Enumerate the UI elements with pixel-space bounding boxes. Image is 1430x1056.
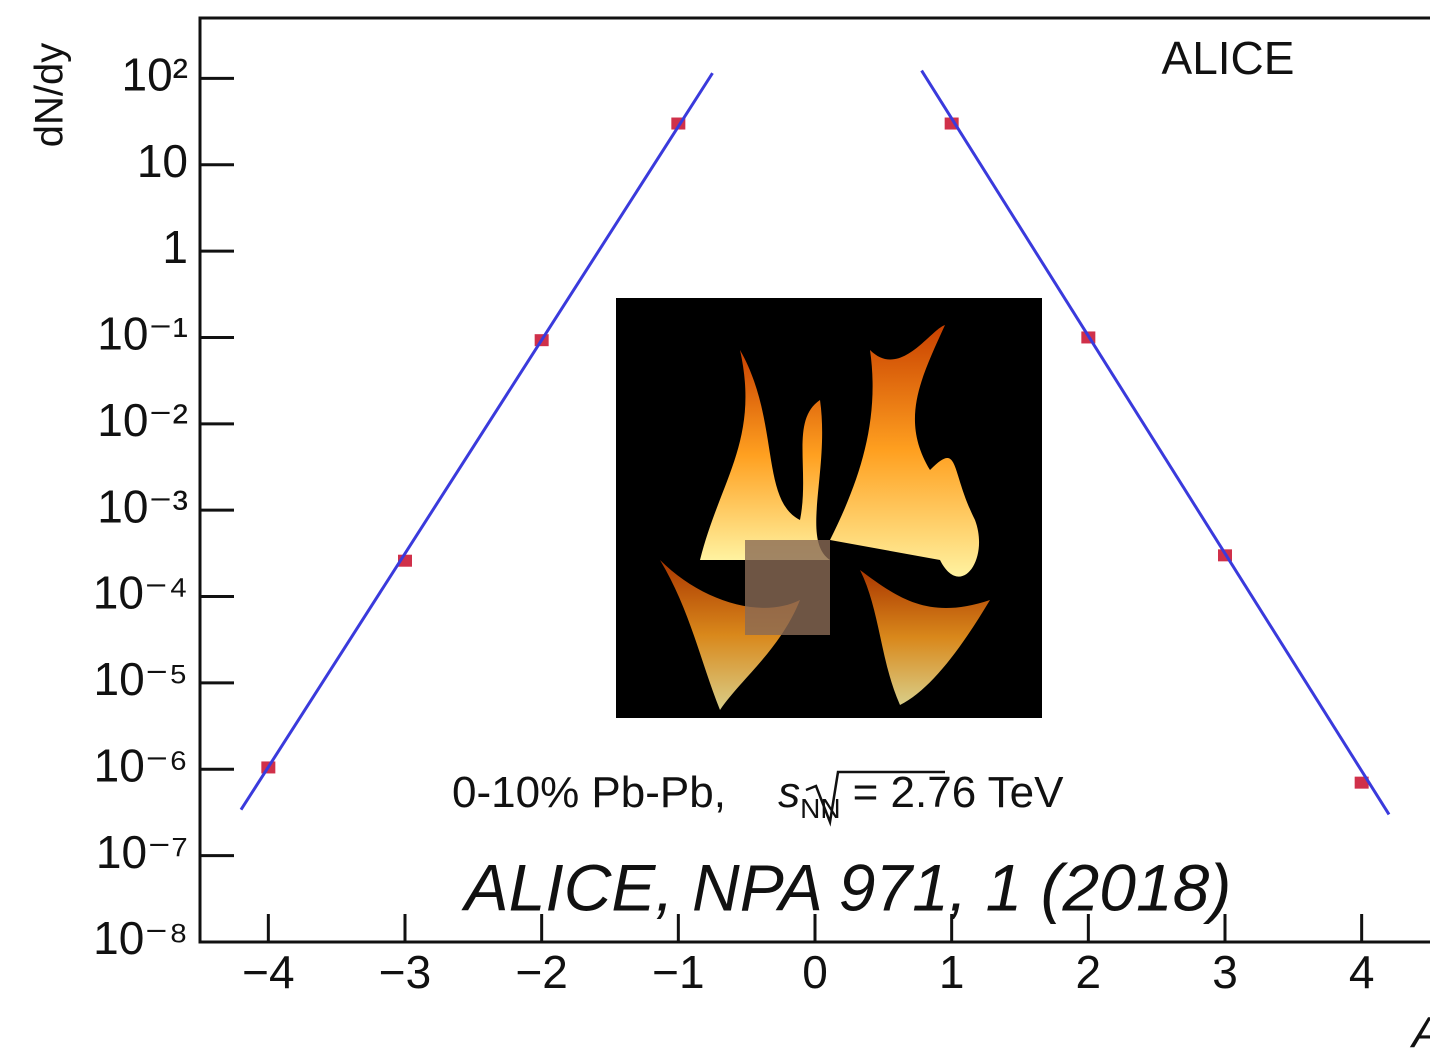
collision-label: 0-10% Pb-Pb, sNN = 2.76 TeV	[452, 768, 1064, 825]
fit-line	[920, 69, 1391, 816]
collision-energy: = 2.76 TeV	[853, 768, 1064, 817]
y-tick-label: 10⁻⁷	[96, 826, 188, 878]
y-tick-label: 10²	[122, 49, 188, 101]
y-tick-label: 10⁻⁴	[93, 567, 188, 619]
y-tick-label: 10⁻³	[97, 480, 188, 532]
collision-text: 0-10% Pb-Pb,	[452, 768, 738, 817]
x-tick-label: −3	[379, 946, 431, 998]
reference-label: ALICE, NPA 971, 1 (2018)	[461, 850, 1232, 924]
x-axis-label: A	[1409, 1009, 1430, 1056]
x-tick-label: −4	[242, 946, 294, 998]
collision-s: s	[778, 768, 800, 817]
y-tick-label: 10	[137, 135, 188, 187]
inset-image	[616, 298, 1042, 718]
fit-line	[239, 72, 714, 811]
y-tick-label: 10⁻⁶	[94, 739, 188, 791]
x-tick-label: 3	[1212, 946, 1238, 998]
y-tick-label: 10⁻¹	[97, 308, 188, 360]
y-axis-label: dN/dy	[28, 43, 72, 148]
experiment-label: ALICE	[1162, 32, 1295, 84]
x-tick-label: −1	[652, 946, 704, 998]
x-tick-label: 0	[802, 946, 828, 998]
y-tick-label: 10⁻²	[97, 394, 188, 446]
x-tick-label: 2	[1076, 946, 1102, 998]
y-tick-label: 10⁻⁵	[93, 653, 188, 705]
x-tick-label: −2	[515, 946, 567, 998]
y-tick-label: 1	[162, 221, 188, 273]
data-point	[1354, 776, 1369, 789]
x-tick-label: 1	[939, 946, 965, 998]
sqrt-sign	[805, 770, 945, 827]
data-point	[944, 117, 959, 130]
data-point	[671, 117, 686, 130]
x-tick-label: 4	[1349, 946, 1375, 998]
y-tick-label: 10⁻⁸	[93, 912, 188, 964]
